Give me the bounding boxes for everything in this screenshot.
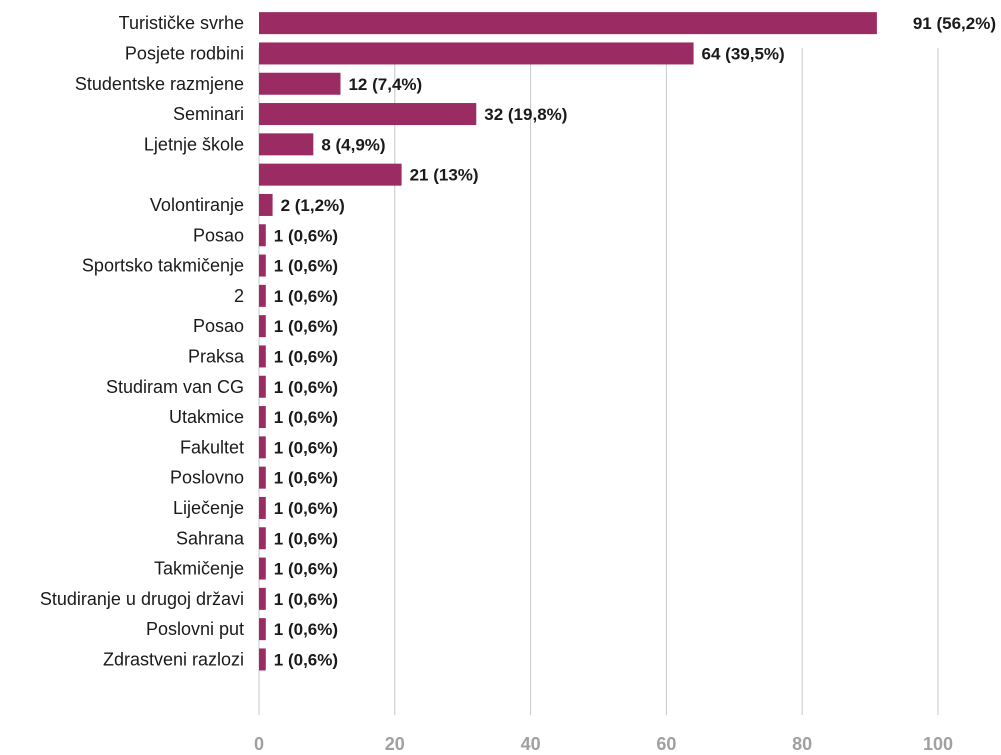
data-label: 1 (0,6%): [274, 378, 338, 397]
category-label: Posao: [193, 316, 244, 336]
bar: [259, 12, 877, 35]
data-label: 21 (13%): [410, 166, 479, 185]
data-label: 1 (0,6%): [274, 226, 338, 245]
data-label: 91 (56,2%): [913, 14, 996, 33]
category-label: Seminari: [173, 104, 244, 124]
category-label: Zdrastveni razlozi: [103, 649, 244, 669]
x-tick-label: 40: [521, 734, 541, 754]
category-label: Sahrana: [176, 528, 245, 548]
category-label: Fakultet: [180, 437, 244, 457]
category-label: 2: [234, 286, 244, 306]
category-label: Utakmice: [169, 407, 244, 427]
category-label: Sportsko takmičenje: [82, 256, 244, 276]
x-tick-label: 0: [254, 734, 264, 754]
x-tick-label: 60: [656, 734, 676, 754]
data-label: 1 (0,6%): [274, 257, 338, 276]
bar: [259, 587, 266, 610]
data-labels: 91 (56,2%) 64 (39,5%) 12 (7,4%) 32 (19,8%) 8…: [274, 14, 996, 669]
category-label: Praksa: [188, 346, 245, 366]
category-label: Poslovni put: [146, 619, 244, 639]
bar: [259, 618, 266, 641]
bar: [259, 436, 266, 459]
category-label: Ljetnje škole: [144, 134, 244, 154]
category-label: Studiram van CG: [106, 377, 244, 397]
data-label: 1 (0,6%): [274, 499, 338, 518]
data-label: 12 (7,4%): [348, 75, 422, 94]
bar: [259, 224, 266, 247]
bar: [259, 648, 266, 671]
bar: [259, 193, 273, 216]
data-label: 1 (0,6%): [274, 620, 338, 639]
bar: [259, 103, 477, 126]
data-label: 1 (0,6%): [274, 317, 338, 336]
data-label: 1 (0,6%): [274, 408, 338, 427]
bar: [259, 254, 266, 277]
category-label: Liječenje: [173, 498, 244, 518]
category-label: Turističke svrhe: [119, 13, 244, 33]
bar: [259, 527, 266, 550]
bar: [259, 496, 266, 519]
category-label: Posjete rodbini: [125, 43, 244, 63]
x-tick-label: 20: [385, 734, 405, 754]
category-label: Poslovno: [170, 468, 244, 488]
category-labels: Turističke svrhe Posjete rodbini Studentsk…: [40, 13, 245, 669]
bar: [259, 345, 266, 368]
bar: [259, 42, 694, 65]
bar: [259, 284, 266, 307]
bar: [259, 375, 266, 398]
category-label: Volontiranje: [150, 195, 244, 215]
data-label: 1 (0,6%): [274, 529, 338, 548]
bar: [259, 133, 314, 156]
bar: [259, 557, 266, 580]
bar: [259, 406, 266, 429]
data-label: 1 (0,6%): [274, 347, 338, 366]
bar: [259, 315, 266, 338]
data-label: 8 (4,9%): [321, 135, 385, 154]
data-label: 1 (0,6%): [274, 438, 338, 457]
data-label: 1 (0,6%): [274, 560, 338, 579]
category-label: Studiranje u drugoj državi: [40, 589, 244, 609]
x-axis-ticks: 0 20 40 60 80 100: [254, 734, 953, 754]
data-label: 32 (19,8%): [484, 105, 567, 124]
data-label: 1 (0,6%): [274, 650, 338, 669]
data-label: 64 (39,5%): [702, 44, 785, 63]
bar: [259, 72, 341, 95]
category-label: Studentske razmjene: [75, 74, 244, 94]
bars: [259, 12, 877, 671]
data-label: 1 (0,6%): [274, 590, 338, 609]
bar: [259, 163, 402, 186]
x-tick-label: 80: [792, 734, 812, 754]
x-tick-label: 100: [923, 734, 953, 754]
category-label: Takmičenje: [154, 559, 244, 579]
data-label: 1 (0,6%): [274, 287, 338, 306]
bar: [259, 466, 266, 489]
data-label: 2 (1,2%): [281, 196, 345, 215]
category-label: Posao: [193, 225, 244, 245]
data-label: 1 (0,6%): [274, 469, 338, 488]
